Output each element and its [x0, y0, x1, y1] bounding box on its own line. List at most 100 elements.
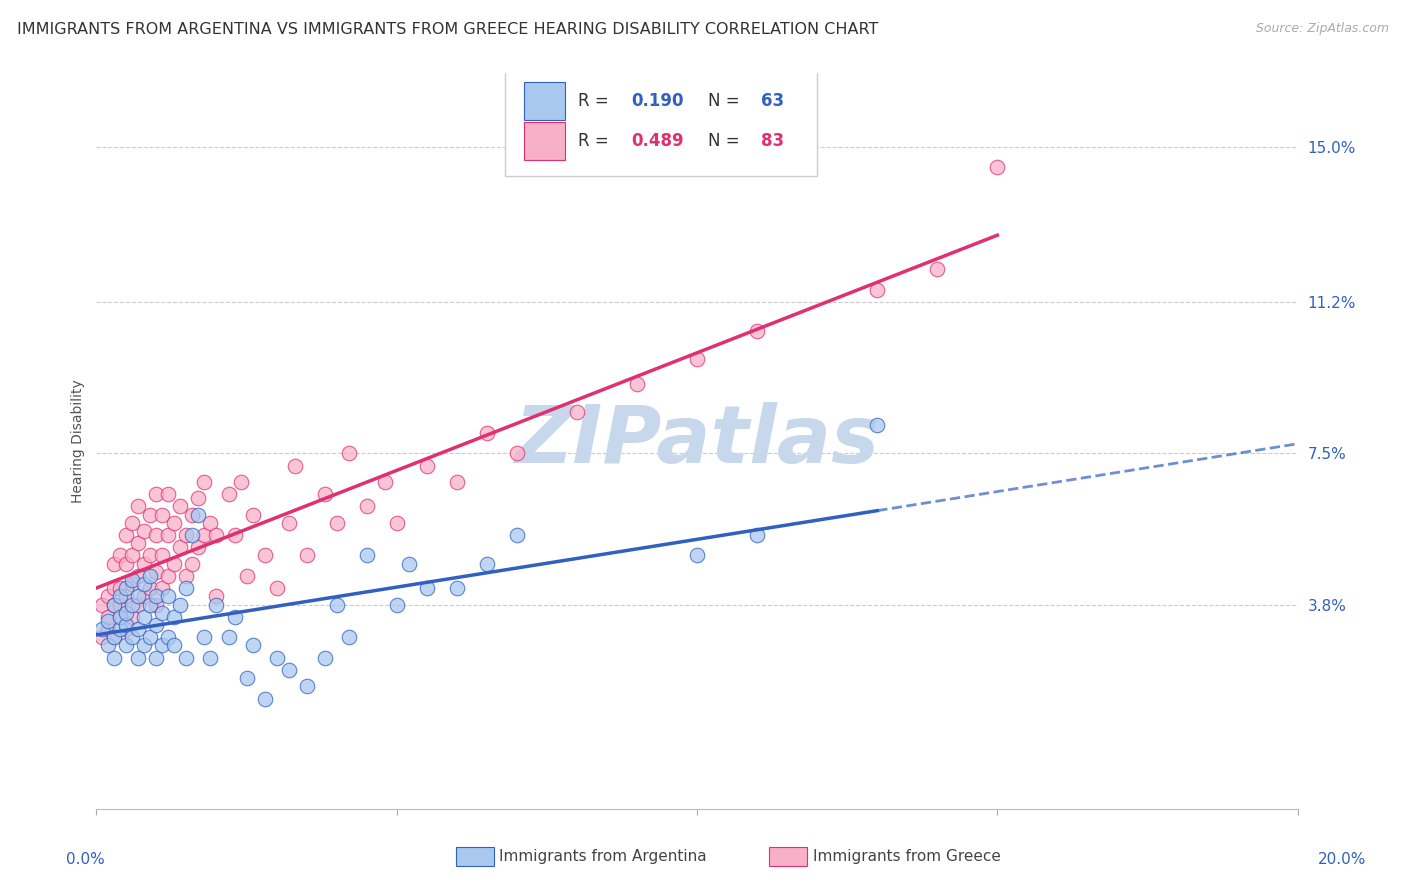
Point	[745, 324, 768, 338]
Point	[152, 639, 174, 653]
Point	[127, 500, 149, 514]
Point	[97, 590, 120, 604]
Point	[187, 491, 209, 506]
Point	[235, 671, 257, 685]
Point	[253, 691, 276, 706]
Text: R =: R =	[578, 132, 614, 150]
Point	[134, 524, 156, 538]
Point	[314, 650, 336, 665]
Point	[103, 557, 125, 571]
Point	[145, 650, 167, 665]
Point	[103, 598, 125, 612]
Point	[139, 598, 162, 612]
Point	[97, 614, 120, 628]
Point	[115, 581, 138, 595]
Point	[157, 590, 180, 604]
Text: 0.0%: 0.0%	[66, 852, 105, 867]
Point	[127, 536, 149, 550]
Point	[181, 528, 204, 542]
Point	[110, 549, 132, 563]
Text: 83: 83	[761, 132, 785, 150]
Point	[277, 663, 299, 677]
Text: N =: N =	[707, 92, 745, 110]
Point	[169, 598, 191, 612]
Point	[115, 618, 138, 632]
Point	[152, 549, 174, 563]
Point	[163, 610, 186, 624]
Point	[110, 590, 132, 604]
Point	[224, 610, 246, 624]
Text: ZIPatlas: ZIPatlas	[515, 402, 880, 480]
Text: 20.0%: 20.0%	[1319, 852, 1367, 867]
Point	[127, 598, 149, 612]
Point	[139, 569, 162, 583]
Point	[97, 610, 120, 624]
Point	[176, 528, 198, 542]
Point	[866, 283, 889, 297]
FancyBboxPatch shape	[505, 70, 817, 176]
Point	[193, 630, 215, 644]
Point	[97, 639, 120, 653]
Point	[134, 610, 156, 624]
Point	[157, 528, 180, 542]
Point	[127, 590, 149, 604]
Point	[229, 475, 252, 489]
Point	[103, 650, 125, 665]
Point	[416, 581, 439, 595]
Point	[927, 262, 949, 277]
Y-axis label: Hearing Disability: Hearing Disability	[72, 379, 86, 503]
Point	[110, 581, 132, 595]
Point	[145, 565, 167, 579]
Point	[121, 630, 143, 644]
Point	[686, 549, 709, 563]
FancyBboxPatch shape	[524, 121, 565, 160]
Point	[145, 618, 167, 632]
Point	[325, 598, 347, 612]
Text: 0.489: 0.489	[631, 132, 683, 150]
Point	[337, 630, 360, 644]
Point	[176, 581, 198, 595]
Point	[152, 581, 174, 595]
Point	[110, 598, 132, 612]
Point	[134, 590, 156, 604]
Point	[127, 569, 149, 583]
Point	[169, 500, 191, 514]
Point	[134, 639, 156, 653]
Point	[181, 508, 204, 522]
Point	[866, 417, 889, 432]
Point	[200, 650, 222, 665]
Point	[103, 598, 125, 612]
Text: 0.190: 0.190	[631, 92, 683, 110]
Point	[398, 557, 420, 571]
Text: 63: 63	[761, 92, 785, 110]
Point	[242, 639, 264, 653]
Point	[103, 581, 125, 595]
Point	[121, 516, 143, 530]
Point	[115, 639, 138, 653]
Point	[686, 352, 709, 367]
Text: Immigrants from Greece: Immigrants from Greece	[813, 849, 1001, 863]
Text: R =: R =	[578, 92, 614, 110]
Point	[91, 622, 114, 636]
Point	[134, 557, 156, 571]
Point	[253, 549, 276, 563]
Point	[626, 376, 648, 391]
Point	[110, 610, 132, 624]
Point	[986, 160, 1008, 174]
Point	[181, 557, 204, 571]
Point	[163, 639, 186, 653]
Point	[325, 516, 347, 530]
Point	[103, 630, 125, 644]
Point	[157, 569, 180, 583]
Point	[176, 650, 198, 665]
Point	[145, 528, 167, 542]
Point	[356, 500, 378, 514]
Point	[115, 557, 138, 571]
Text: N =: N =	[707, 132, 745, 150]
Point	[277, 516, 299, 530]
Point	[314, 487, 336, 501]
Point	[446, 581, 468, 595]
Point	[416, 458, 439, 473]
Point	[139, 630, 162, 644]
Point	[205, 590, 228, 604]
